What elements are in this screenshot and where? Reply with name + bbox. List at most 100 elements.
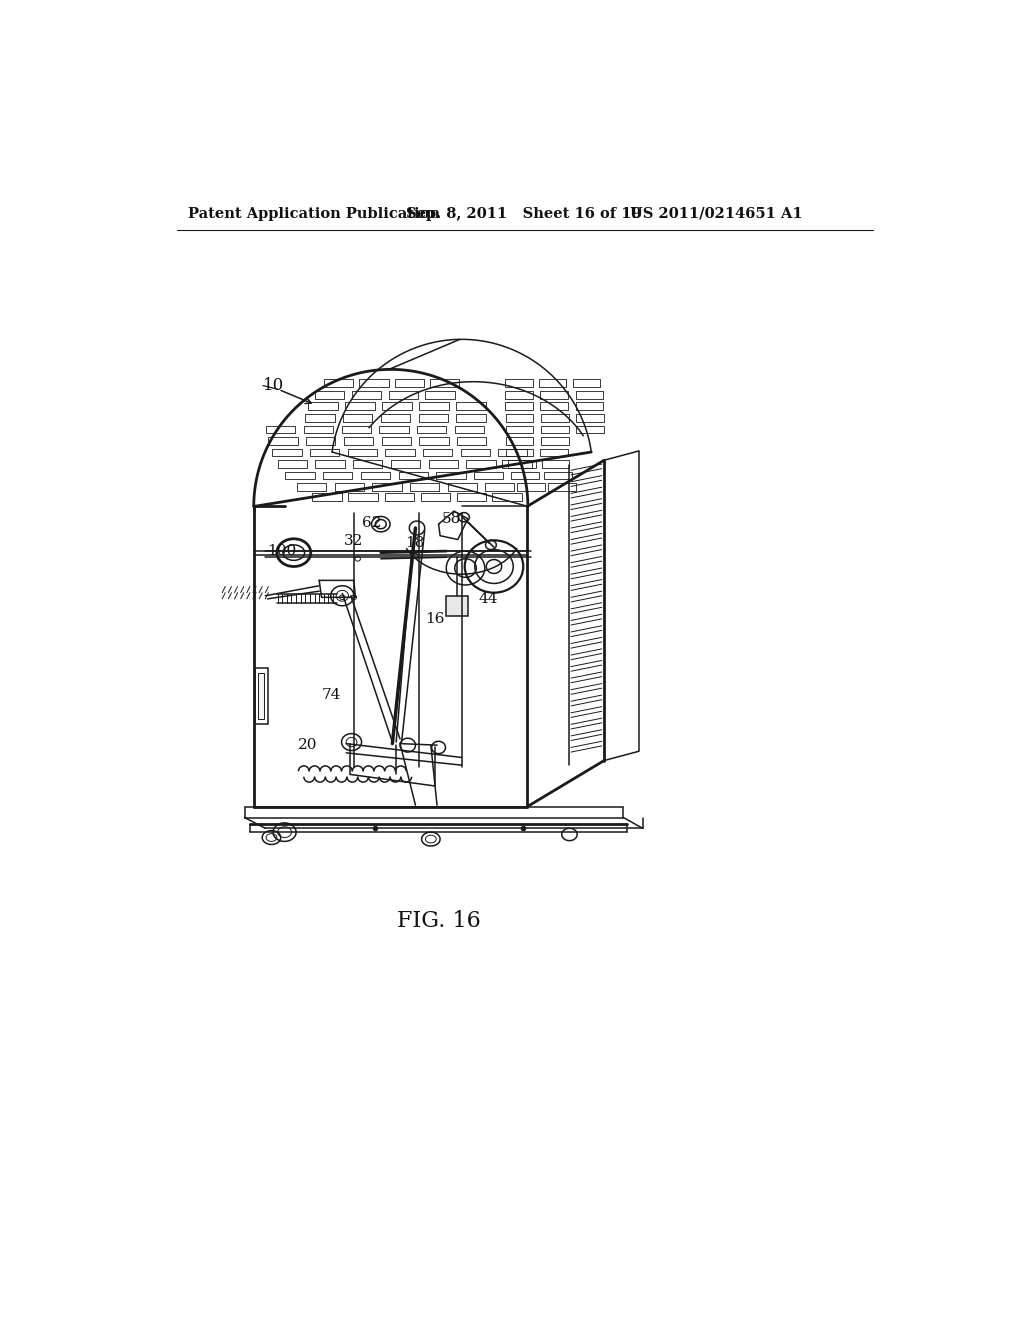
Bar	[385, 494, 414, 502]
Bar	[268, 437, 298, 445]
Bar	[324, 379, 353, 387]
Bar	[505, 379, 532, 387]
Bar	[493, 494, 521, 502]
Bar	[342, 425, 371, 433]
Bar	[541, 449, 568, 457]
Bar	[359, 379, 388, 387]
Bar	[461, 449, 490, 457]
Bar	[388, 391, 418, 399]
Bar	[258, 673, 264, 719]
Text: 16: 16	[425, 612, 445, 626]
Bar	[572, 379, 600, 387]
Bar	[419, 403, 449, 411]
Bar	[308, 403, 338, 411]
Bar	[385, 449, 415, 457]
Bar	[305, 414, 335, 422]
Bar	[506, 449, 534, 457]
Bar	[353, 461, 382, 469]
Text: US 2011/0214651 A1: US 2011/0214651 A1	[630, 207, 802, 220]
Text: 100: 100	[267, 544, 297, 558]
Bar	[430, 379, 460, 387]
Bar	[297, 483, 326, 491]
Bar	[505, 403, 532, 411]
Bar	[306, 437, 336, 445]
Text: 44: 44	[478, 591, 498, 606]
Bar	[541, 391, 568, 399]
Bar	[348, 449, 377, 457]
Bar	[382, 403, 412, 411]
Bar	[457, 494, 486, 502]
Bar	[348, 494, 378, 502]
Bar	[315, 461, 345, 469]
Bar	[425, 391, 455, 399]
Bar	[278, 461, 307, 469]
Text: Sep. 8, 2011   Sheet 16 of 19: Sep. 8, 2011 Sheet 16 of 19	[407, 207, 642, 220]
Bar	[506, 437, 534, 445]
Bar	[506, 414, 534, 422]
Bar	[508, 461, 536, 469]
Bar	[457, 437, 486, 445]
Bar	[541, 414, 568, 422]
Bar	[498, 449, 527, 457]
Bar	[381, 414, 410, 422]
Bar	[466, 461, 496, 469]
Bar	[419, 437, 449, 445]
Bar	[304, 425, 333, 433]
Bar	[255, 668, 267, 723]
Bar	[323, 471, 352, 479]
Bar	[360, 471, 390, 479]
Bar	[474, 471, 503, 479]
Bar	[575, 403, 603, 411]
Bar	[391, 461, 420, 469]
Bar	[344, 437, 373, 445]
Bar	[417, 425, 446, 433]
Bar	[577, 414, 604, 422]
Bar	[429, 461, 458, 469]
Bar	[382, 437, 411, 445]
Bar	[398, 471, 428, 479]
Bar	[484, 483, 514, 491]
Bar	[446, 595, 468, 615]
Bar	[506, 425, 534, 433]
Bar	[310, 449, 339, 457]
Bar	[379, 425, 409, 433]
Bar	[457, 414, 485, 422]
Bar	[312, 494, 342, 502]
Bar	[544, 471, 571, 479]
Bar	[373, 483, 401, 491]
Bar	[436, 471, 466, 479]
Bar	[505, 391, 532, 399]
Bar	[541, 437, 568, 445]
Text: 18: 18	[406, 536, 425, 550]
Bar	[394, 379, 424, 387]
Bar	[266, 425, 295, 433]
Bar	[575, 391, 603, 399]
Bar	[419, 414, 447, 422]
Bar	[447, 483, 477, 491]
Text: FIG. 16: FIG. 16	[396, 909, 480, 932]
Bar	[541, 425, 568, 433]
Bar	[410, 483, 439, 491]
Bar	[539, 379, 566, 387]
Bar	[577, 425, 604, 433]
Text: 10: 10	[263, 378, 285, 395]
Bar	[542, 461, 569, 469]
Text: 32: 32	[344, 535, 364, 548]
Bar	[511, 471, 539, 479]
Bar	[423, 449, 453, 457]
Bar	[286, 471, 314, 479]
Text: 62: 62	[361, 516, 381, 531]
Bar	[517, 483, 545, 491]
Bar	[343, 414, 373, 422]
Text: 20: 20	[298, 738, 317, 752]
Bar	[335, 483, 364, 491]
Bar	[548, 483, 575, 491]
Text: 74: 74	[322, 688, 341, 702]
Bar	[351, 391, 381, 399]
Bar	[455, 425, 484, 433]
Text: Patent Application Publication: Patent Application Publication	[188, 207, 440, 220]
Bar	[457, 403, 485, 411]
Bar	[272, 449, 301, 457]
Text: 58: 58	[441, 512, 461, 525]
Bar	[345, 403, 375, 411]
